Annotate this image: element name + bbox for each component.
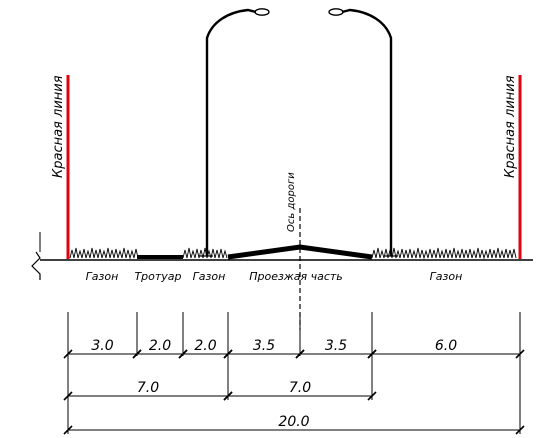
segment-label-gazon-right: Газон (430, 270, 463, 283)
segment-label-gazon-mid: Газон (193, 270, 226, 283)
dimension-label: 3.5 (325, 338, 347, 354)
dimension-label: 20.0 (278, 414, 309, 430)
dimension-tick (367, 349, 377, 359)
dimension-lines: 3.0 2.0 2.0 3.5 3.5 6.0 7.0 7.0 20.0 (63, 312, 525, 435)
dimension-tick (132, 349, 142, 359)
dimension-tick (223, 391, 233, 401)
red-line-label-right: Красная линия (503, 75, 518, 178)
lamp-post-right (328, 8, 398, 257)
dimension-tick (63, 391, 73, 401)
carriageway-surface (227, 244, 373, 260)
segment-label-sidewalk: Тротуар (134, 270, 181, 283)
dimension-tick (515, 349, 525, 359)
segment-label-carriageway: Проезжая часть (249, 270, 343, 283)
dimension-tick (295, 349, 305, 359)
dimension-label: 2.0 (149, 338, 171, 354)
dimension-label: 6.0 (435, 338, 457, 354)
dimension-tick (63, 425, 73, 435)
dimension-tick (178, 349, 188, 359)
segment-labels: Газон Тротуар Газон Проезжая часть Газон (86, 270, 463, 283)
dimension-tick (63, 349, 73, 359)
lamp-post-left (200, 8, 270, 257)
segment-label-gazon-left: Газон (86, 270, 119, 283)
dimension-tick (367, 391, 377, 401)
dimension-tick (223, 349, 233, 359)
dimension-label: 7.0 (137, 380, 159, 396)
dimension-label: 2.0 (194, 338, 216, 354)
dimension-label: 7.0 (289, 380, 311, 396)
dimension-tick (515, 425, 525, 435)
red-line-label-left: Красная линия (51, 75, 66, 178)
ground-line (31, 232, 533, 280)
grass-hatch (69, 247, 517, 260)
dimension-label: 3.5 (253, 338, 275, 354)
road-axis-label: Ось дороги (286, 172, 297, 232)
dimension-label: 3.0 (91, 338, 113, 354)
